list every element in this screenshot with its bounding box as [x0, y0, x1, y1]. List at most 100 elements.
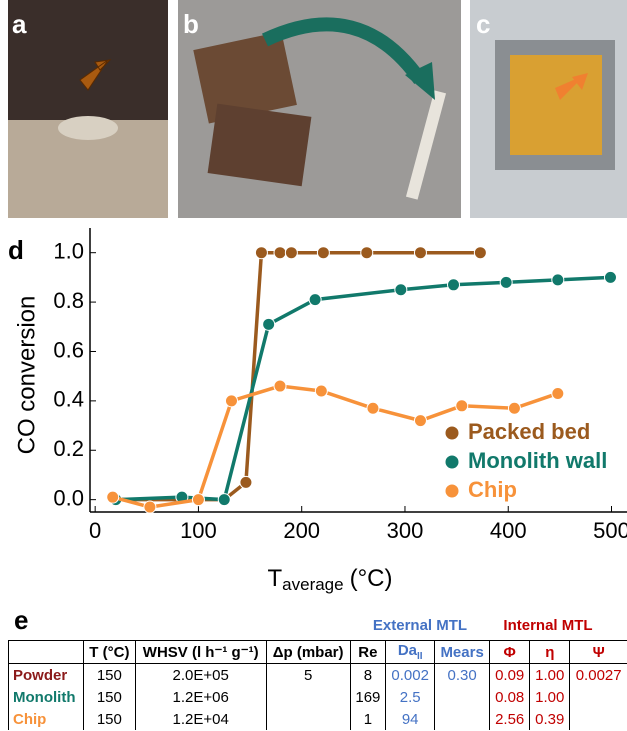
table-row: Powder 150 2.0E+05 5 8 0.002 0.30 0.09 1.00 0.002… — [7, 663, 627, 686]
x-tick-label: 400 — [490, 518, 527, 543]
cell-text: Monolith — [13, 688, 76, 706]
photo-b-part — [207, 103, 312, 187]
panel-label: c — [476, 9, 490, 39]
cell-text: 169 — [355, 688, 381, 706]
header-text: Mears — [440, 643, 484, 661]
header-cell: η — [529, 640, 570, 664]
table-cell: 150 — [83, 686, 136, 708]
cell-text: 0.002 — [391, 666, 429, 684]
data-point — [284, 246, 298, 260]
cell-text: 2.0E+05 — [172, 666, 229, 684]
data-point — [224, 394, 238, 408]
group-header: External MTL — [373, 617, 467, 634]
table-cell — [569, 686, 627, 708]
data-point — [308, 293, 322, 307]
header-cell: DaII — [385, 640, 435, 664]
header-text: T (°C) — [89, 643, 130, 661]
data-point — [603, 270, 617, 284]
y-axis-label: CO conversion — [13, 296, 40, 455]
data-point — [314, 384, 328, 398]
table-cell: 169 — [349, 686, 386, 708]
x-axis-label-main: T — [267, 565, 282, 592]
cell-text: 0.0027 — [575, 666, 622, 684]
header-cell: Φ — [489, 640, 530, 664]
panel-label: d — [8, 235, 24, 265]
cell-text: 0.09 — [495, 666, 525, 684]
header-subscript: II — [417, 651, 423, 662]
arrow — [262, 17, 426, 85]
data-point — [191, 493, 205, 507]
data-point — [507, 401, 521, 415]
header-text: Δp (mbar) — [272, 643, 344, 661]
table-cell: 150 — [83, 663, 136, 686]
cell-text: 0.39 — [535, 710, 565, 728]
data-point — [366, 401, 380, 415]
x-tick-label: 0 — [89, 518, 101, 543]
table-row: Chip 150 1.2E+04 1 94 2.56 0.39 — [7, 708, 627, 730]
data-point — [360, 246, 374, 260]
table-cell: 0.39 — [529, 708, 570, 730]
cell-text: 5 — [303, 666, 313, 684]
y-tick-label: 0.8 — [53, 288, 84, 313]
group-header: Internal MTL — [503, 617, 592, 634]
y-tick-label: 0.6 — [53, 337, 84, 362]
data-point — [447, 278, 461, 292]
header-text: Φ — [503, 643, 516, 661]
table-cell: 2.56 — [489, 708, 530, 730]
header-cell: Mears — [434, 640, 490, 664]
data-point — [413, 246, 427, 260]
x-tick-label: 500 — [593, 518, 627, 543]
data-point — [473, 246, 487, 260]
legend-label: Packed bed — [468, 419, 590, 444]
table-cell: 1.00 — [529, 686, 570, 708]
legend-marker — [444, 483, 460, 499]
cell-text: 1.2E+04 — [172, 710, 229, 728]
header-text: η — [545, 643, 555, 661]
photo-b-part — [405, 90, 447, 200]
photo-b-part — [193, 31, 297, 124]
arrow — [79, 59, 112, 91]
header-cell: Δp (mbar) — [265, 640, 351, 664]
data-point — [499, 275, 513, 289]
table-cell: Monolith — [7, 686, 84, 708]
table-cell: 1.2E+04 — [134, 708, 267, 730]
header-text: Da — [397, 642, 417, 659]
header-cell: WHSV (l h⁻¹ g⁻¹) — [134, 640, 267, 664]
table-cell: 0.30 — [434, 663, 490, 686]
figure: a b c d e CO conversion Taverage (°C) Ext… — [8, 0, 627, 635]
y-tick-label: 0.2 — [53, 436, 84, 461]
header-text: Ψ — [592, 643, 605, 661]
panel-label: a — [12, 9, 27, 39]
table-cell: 2.0E+05 — [134, 663, 267, 686]
cell-text: 1.00 — [535, 688, 565, 706]
data-point — [316, 246, 330, 260]
cell-text: 1.2E+06 — [172, 688, 229, 706]
table-cell: 0.002 — [385, 663, 435, 686]
cell-text: 94 — [401, 710, 419, 728]
cell-text: 150 — [96, 666, 122, 684]
data-point — [239, 475, 253, 489]
y-tick-label: 1.0 — [53, 239, 84, 264]
table-cell: 8 — [349, 663, 386, 686]
cell-text: 1 — [363, 710, 373, 728]
x-tick-label: 300 — [387, 518, 424, 543]
header-text: Re — [358, 643, 378, 661]
header-cell: Ψ — [569, 640, 627, 664]
table-cell: Powder — [7, 663, 84, 686]
legend-label: Monolith wall — [468, 448, 607, 473]
table-cell — [265, 686, 351, 708]
table-cell — [434, 686, 490, 708]
table-cell — [569, 708, 627, 730]
y-tick-label: 0.0 — [53, 485, 84, 510]
data-point — [254, 246, 268, 260]
x-tick-label: 200 — [283, 518, 320, 543]
panel-label: b — [183, 9, 199, 39]
arrow — [555, 73, 588, 100]
data-point — [143, 500, 157, 514]
x-axis-label: Taverage (°C) — [267, 565, 392, 594]
header-row: T (°C) WHSV (l h⁻¹ g⁻¹) Δp (mbar) Re DaII Mea… — [7, 640, 627, 664]
data-point — [106, 490, 120, 504]
data-point — [551, 386, 565, 400]
legend-marker — [444, 425, 460, 441]
